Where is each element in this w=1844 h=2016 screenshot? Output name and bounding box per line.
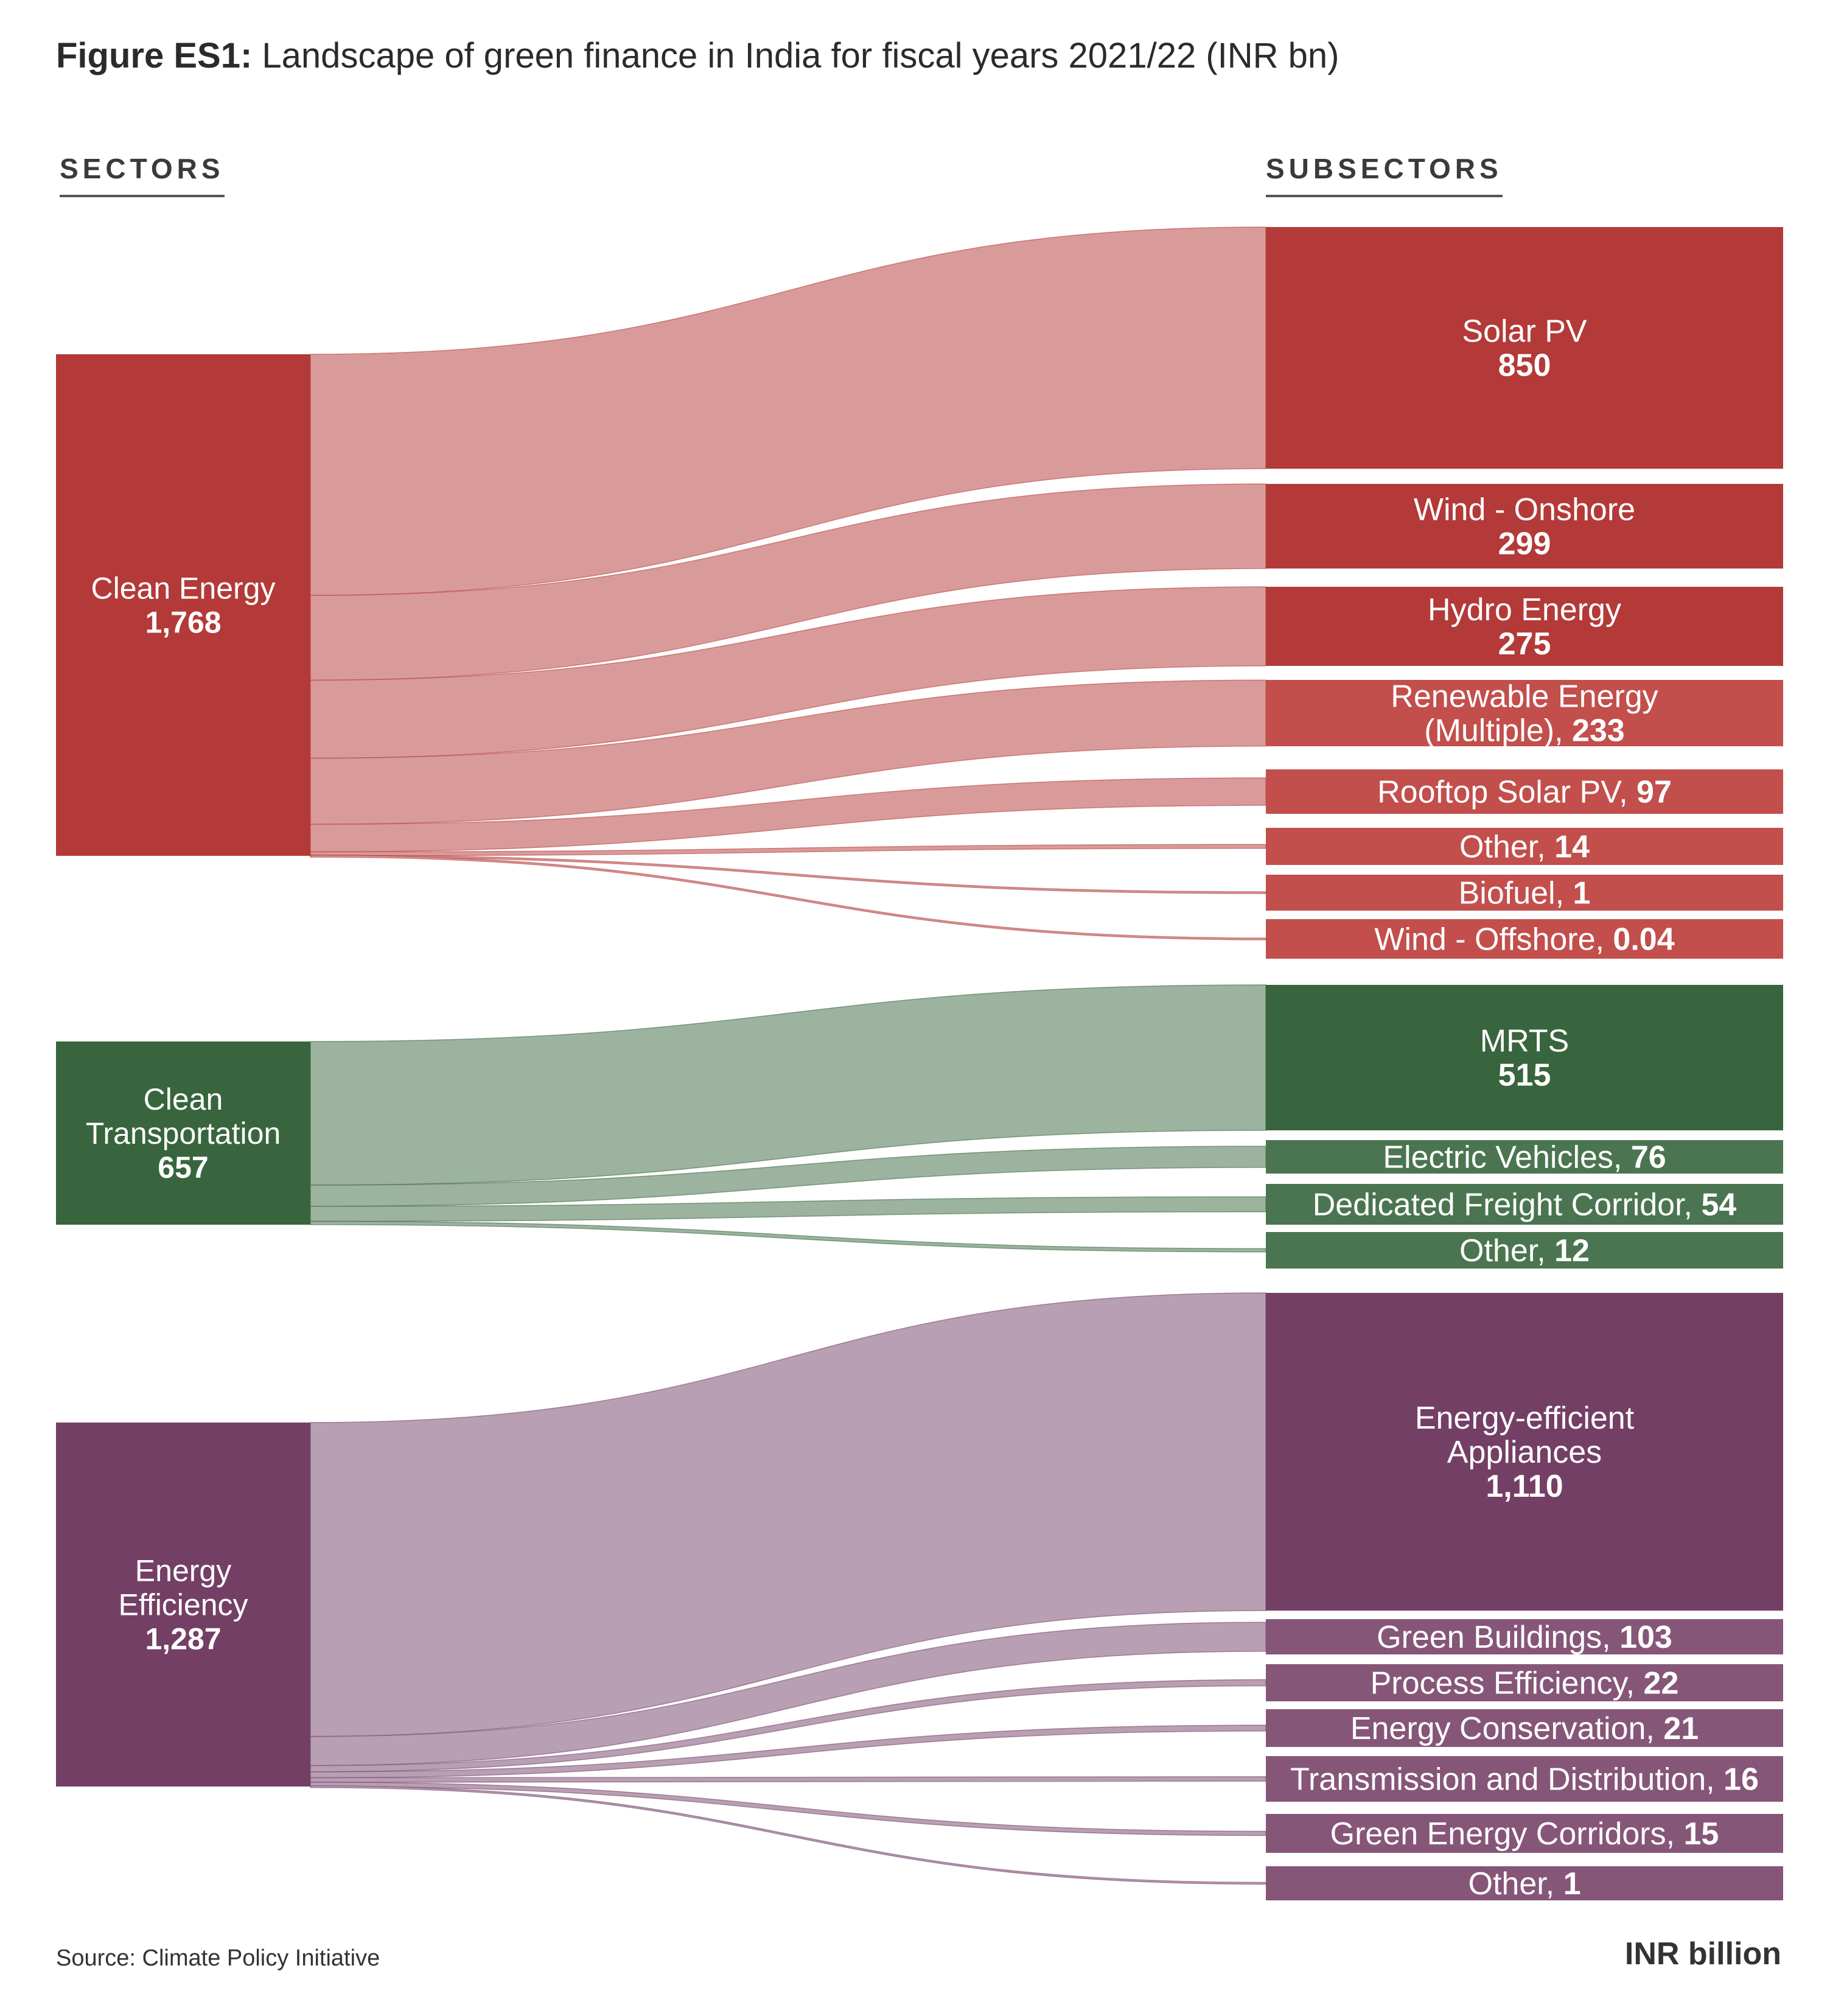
subsector-node-ee-other: [1266, 1866, 1783, 1900]
subsector-label-ee-other: Other, 1: [1469, 1866, 1581, 1902]
flow-ce-wind-offshore: [310, 855, 1266, 940]
subsector-node-ee-energy-efficient-appliances: [1266, 1293, 1783, 1611]
sector-value: 657: [158, 1150, 208, 1185]
subsector-node-ce-other: [1266, 828, 1783, 865]
subsector-label-ee-transmission-and-distribution: Transmission and Distribution, 16: [1290, 1762, 1759, 1797]
sector-value: 1,768: [145, 606, 221, 640]
subsector-label-ee-green-energy-corridors: Green Energy Corridors, 15: [1330, 1816, 1719, 1852]
figure-title: Figure ES1: Landscape of green finance i…: [56, 35, 1339, 76]
sector-label-energy-efficiency: Energy Efficiency 1,287: [118, 1554, 248, 1656]
subsector-node-ce-wind-offshore: [1266, 919, 1783, 959]
subsector-label-ct-dedicated-freight-corridor: Dedicated Freight Corridor, 54: [1313, 1188, 1737, 1223]
subsector-node-ee-transmission-and-distribution: [1266, 1756, 1783, 1802]
figure-title-prefix: Figure ES1:: [56, 36, 253, 75]
subsector-node-ce-biofuel: [1266, 875, 1783, 911]
figure-title-text: Landscape of green finance in India for …: [252, 36, 1339, 75]
subsector-label-ce-hydro-energy: Hydro Energy 275: [1428, 592, 1621, 662]
sector-label-clean-transportation: Clean Transportation 657: [86, 1082, 281, 1185]
subsector-label-ce-wind-onshore: Wind - Onshore 299: [1414, 492, 1635, 562]
subsector-label-ce-biofuel: Biofuel, 1: [1459, 876, 1591, 911]
subsector-label-ct-other: Other, 12: [1459, 1233, 1590, 1269]
subsectors-column-header: SUBSECTORS: [1266, 152, 1503, 197]
sector-node-clean-transportation: [56, 1041, 310, 1225]
sankey-flows: [310, 226, 1266, 1885]
flow-ce-biofuel: [310, 854, 1266, 894]
sankey-nodes: [56, 227, 1783, 1900]
subsector-label-ce-other: Other, 14: [1459, 830, 1590, 865]
subsector-node-ce-rooftop-solar-pv: [1266, 769, 1783, 814]
subsector-label-ee-green-buildings: Green Buildings, 103: [1377, 1620, 1672, 1655]
subsector-label-ee-energy-efficient-appliances: Energy-efficient Appliances 1,110: [1415, 1401, 1635, 1504]
subsector-node-ce-hydro-energy: [1266, 587, 1783, 666]
subsector-node-ce-solar-pv: [1266, 227, 1783, 469]
sankey-labels: Clean Energy 1,768 Clean Transportation 657 E…: [86, 314, 1759, 1902]
sector-node-energy-efficiency: [56, 1423, 310, 1787]
subsector-label-ce-rooftop-solar-pv: Rooftop Solar PV, 97: [1377, 775, 1672, 810]
subsector-node-ee-green-buildings: [1266, 1619, 1783, 1654]
subsector-node-ee-energy-conservation: [1266, 1709, 1783, 1747]
subsector-label-ce-wind-offshore: Wind - Offshore, 0.04: [1374, 922, 1674, 957]
subsector-node-ce-renewable-energy-multiple: [1266, 680, 1783, 746]
flow-ee-energy-efficient-appliances: [310, 1292, 1266, 1737]
subsector-label-ce-solar-pv: Solar PV 850: [1462, 314, 1587, 383]
source-note: Source: Climate Policy Initiative: [56, 1945, 380, 1971]
flow-ct-other: [310, 1220, 1266, 1253]
unit-label: INR billion: [1624, 1936, 1781, 1972]
subsector-label-ct-mrts: MRTS 515: [1480, 1024, 1569, 1093]
flow-ee-other: [310, 1785, 1266, 1885]
subsector-node-ct-electric-vehicles: [1266, 1140, 1783, 1174]
subsector-node-ee-process-efficiency: [1266, 1664, 1783, 1701]
subsector-node-ct-dedicated-freight-corridor: [1266, 1184, 1783, 1225]
subsector-label-ce-renewable-energy-multiple: Renewable Energy (Multiple), 233: [1391, 679, 1658, 749]
subsector-node-ct-other: [1266, 1232, 1783, 1269]
subsector-node-ct-mrts: [1266, 985, 1783, 1130]
sector-node-clean-energy: [56, 354, 310, 856]
subsector-label-ct-electric-vehicles: Electric Vehicles, 76: [1383, 1140, 1666, 1175]
subsector-label-ee-energy-conservation: Energy Conservation, 21: [1350, 1711, 1699, 1746]
subsector-node-ce-wind-onshore: [1266, 484, 1783, 569]
subsector-node-ee-green-energy-corridors: [1266, 1814, 1783, 1853]
flow-ee-transmission-and-distribution: [310, 1776, 1266, 1783]
sector-value: 1,287: [145, 1622, 221, 1656]
sector-label-clean-energy: Clean Energy 1,768: [91, 572, 276, 640]
subsector-label-ee-process-efficiency: Process Efficiency, 22: [1371, 1666, 1679, 1701]
sectors-column-header: SECTORS: [60, 152, 225, 197]
